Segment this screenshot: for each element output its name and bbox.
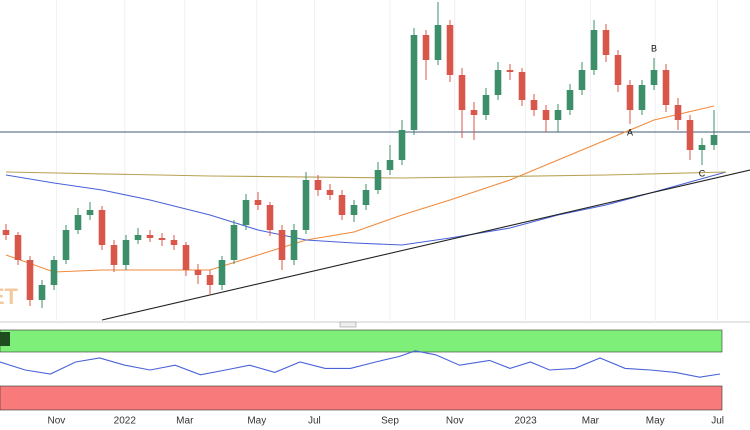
x-tick-label: Jul [711, 416, 724, 427]
candle-body [662, 70, 670, 105]
candle-body [206, 275, 214, 285]
candle-body [530, 100, 538, 110]
candle-body [578, 70, 586, 90]
x-tick-label: 2023 [514, 416, 537, 427]
candle-body [86, 210, 94, 215]
candle-body [362, 190, 370, 205]
candle-body [62, 230, 70, 260]
candle-body [158, 238, 166, 240]
candle-body [626, 85, 634, 110]
x-tick-label: Mar [582, 416, 600, 427]
candle-body [446, 25, 454, 75]
candle-body [518, 72, 526, 100]
x-tick-label: Mar [176, 416, 194, 427]
x-tick-label: Nov [446, 416, 464, 427]
candle-body [266, 205, 274, 230]
candle-body [470, 110, 478, 115]
candle-body [554, 110, 562, 120]
candle-body [98, 210, 106, 245]
candle-body [194, 270, 202, 275]
candle-body [218, 260, 226, 285]
candle-body [146, 235, 154, 238]
candle-body [482, 95, 490, 115]
candle-body [686, 120, 694, 150]
candle-body [14, 235, 22, 260]
candle-body [698, 145, 706, 150]
candle-body [374, 170, 382, 190]
candle-body [2, 230, 10, 235]
oversold-band [0, 385, 723, 411]
line-series [5, 171, 727, 179]
candle-body [38, 285, 46, 300]
candle-body [566, 90, 574, 110]
candle-body [290, 230, 298, 260]
candle-body [614, 55, 622, 85]
candle-body [638, 85, 646, 110]
candle-body [110, 245, 118, 265]
panel-handle[interactable] [339, 321, 357, 328]
candle-body [122, 240, 130, 265]
candle-body [422, 35, 430, 60]
candle-body [590, 30, 598, 70]
candle-body [26, 260, 34, 300]
candle-body [74, 215, 82, 230]
candle-body [710, 135, 718, 145]
x-tick-label: Nov [48, 416, 66, 427]
annotation: B [651, 43, 657, 53]
watermark: ET [0, 284, 19, 309]
candle-body [230, 225, 238, 260]
indicator-marker [0, 332, 10, 346]
x-tick-label: May [247, 416, 266, 427]
candle-body [338, 195, 346, 215]
candle-body [602, 30, 610, 55]
candle-body [278, 230, 286, 260]
candle-body [314, 180, 322, 190]
candle-body [494, 70, 502, 95]
candle-body [182, 245, 190, 270]
candle-body [542, 110, 550, 120]
oscillator-line [0, 350, 721, 378]
candle-body [50, 260, 58, 285]
line-series [5, 105, 715, 273]
candle-body [326, 190, 334, 195]
candle-body [458, 75, 466, 110]
candle-body [350, 205, 358, 215]
candle-body [302, 180, 310, 230]
candle-body [650, 70, 658, 85]
x-tick-label: 2022 [114, 416, 137, 427]
x-tick-label: Jul [308, 416, 321, 427]
candle-body [386, 160, 394, 170]
candle-body [410, 35, 418, 130]
overbought-band [0, 329, 723, 353]
candle-body [674, 105, 682, 120]
candle-body [242, 200, 250, 225]
annotation: A [627, 127, 633, 137]
x-tick-label: Sep [381, 416, 399, 427]
candle-body [134, 235, 142, 240]
candle-body [434, 25, 442, 60]
candle-body [398, 130, 406, 160]
x-tick-label: May [646, 416, 665, 427]
annotation: C [699, 168, 706, 178]
candle-body [254, 200, 262, 205]
candle-body [506, 70, 514, 72]
candle-body [170, 240, 178, 245]
line-series [5, 171, 727, 246]
